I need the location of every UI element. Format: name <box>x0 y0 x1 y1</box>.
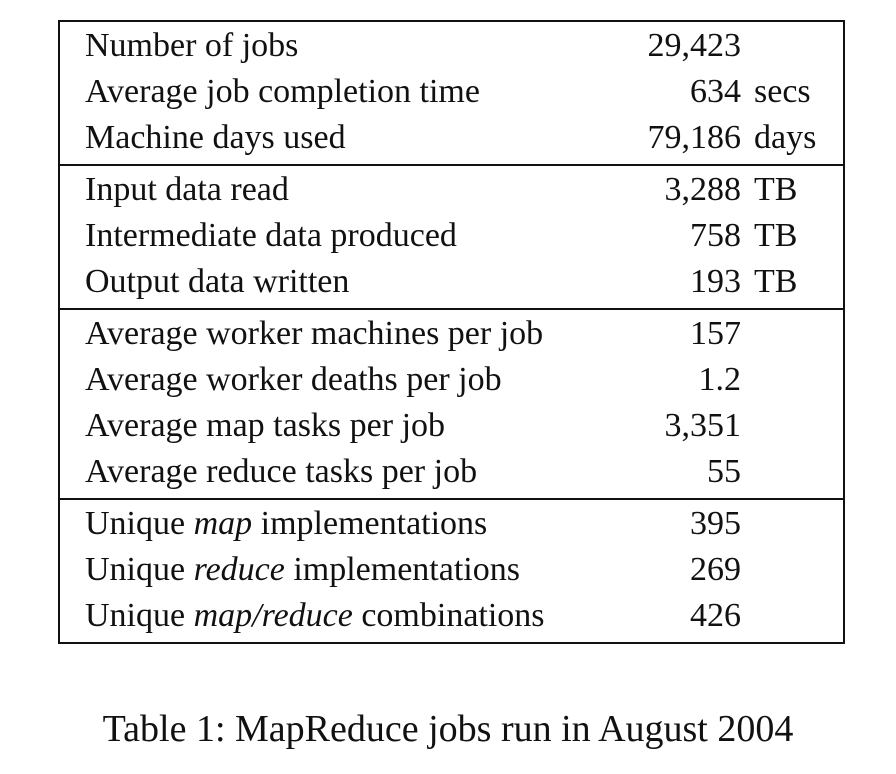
row-value: 1.2 <box>698 361 742 398</box>
row-label: Unique reduce implementations <box>85 547 520 593</box>
row-label: Unique map/reduce combinations <box>85 593 545 639</box>
row-value: 426 <box>690 597 741 634</box>
row-value: 758 <box>690 217 741 254</box>
row-label: Unique map implementations <box>85 501 487 547</box>
row-value: 395 <box>690 505 741 542</box>
row-value: 3,351 <box>664 407 742 444</box>
table-row: Average worker machines per job 157 <box>60 311 843 357</box>
table-row: Input data read 3,288 TB <box>60 167 843 213</box>
row-label: Average job completion time <box>85 73 480 110</box>
label-suffix: implementations <box>284 551 520 588</box>
row-label: Average worker deaths per job <box>85 361 502 398</box>
row-unit: days <box>754 119 817 156</box>
row-value: 269 <box>690 551 741 588</box>
table-row: Average reduce tasks per job 55 <box>60 449 843 495</box>
row-label: Average worker machines per job <box>85 315 544 352</box>
table-caption: Table 1: MapReduce jobs run in August 20… <box>102 708 794 750</box>
row-label: Average reduce tasks per job <box>85 453 478 490</box>
label-italic: map <box>193 505 253 542</box>
row-label: Number of jobs <box>85 27 299 64</box>
table-row: Machine days used 79,186 days <box>60 115 843 161</box>
table-row: Intermediate data produced 758 TB <box>60 213 843 259</box>
label-suffix: implementations <box>252 505 488 542</box>
row-value: 634 <box>690 73 741 110</box>
row-value: 3,288 <box>664 171 742 208</box>
label-prefix: Unique <box>85 551 194 588</box>
label-suffix: combinations <box>352 597 545 634</box>
row-unit: secs <box>754 73 811 110</box>
label-prefix: Unique <box>85 597 194 634</box>
table-row: Number of jobs 29,423 <box>60 23 843 69</box>
table-section-workers: Average worker machines per job 157 Aver… <box>60 308 843 498</box>
row-unit: TB <box>754 263 798 300</box>
table-row: Average map tasks per job 3,351 <box>60 403 843 449</box>
row-value: 79,186 <box>647 119 742 156</box>
row-label: Machine days used <box>85 119 346 156</box>
row-label: Output data written <box>85 263 350 300</box>
row-value: 55 <box>707 453 741 490</box>
table-row: Unique reduce implementations 269 <box>60 547 843 593</box>
table-section-data: Input data read 3,288 TB Intermediate da… <box>60 164 843 308</box>
table-section-implementations: Unique map implementations 395 Unique re… <box>60 498 843 642</box>
label-italic: reduce <box>193 551 285 588</box>
row-label: Intermediate data produced <box>85 217 457 254</box>
row-label: Input data read <box>85 171 289 208</box>
label-italic: map/reduce <box>193 597 353 634</box>
row-value: 193 <box>690 263 741 300</box>
table-section-jobs: Number of jobs 29,423 Average job comple… <box>60 22 843 164</box>
table-row: Average worker deaths per job 1.2 <box>60 357 843 403</box>
label-prefix: Unique <box>85 505 194 542</box>
row-unit: TB <box>754 217 798 254</box>
table-row: Output data written 193 TB <box>60 259 843 305</box>
row-unit: TB <box>754 171 798 208</box>
stats-table: Number of jobs 29,423 Average job comple… <box>58 20 845 644</box>
row-value: 157 <box>690 315 741 352</box>
table-row: Unique map/reduce combinations 426 <box>60 593 843 639</box>
table-row: Average job completion time 634 secs <box>60 69 843 115</box>
row-label: Average map tasks per job <box>85 407 446 444</box>
table-row: Unique map implementations 395 <box>60 501 843 547</box>
row-value: 29,423 <box>647 27 742 64</box>
